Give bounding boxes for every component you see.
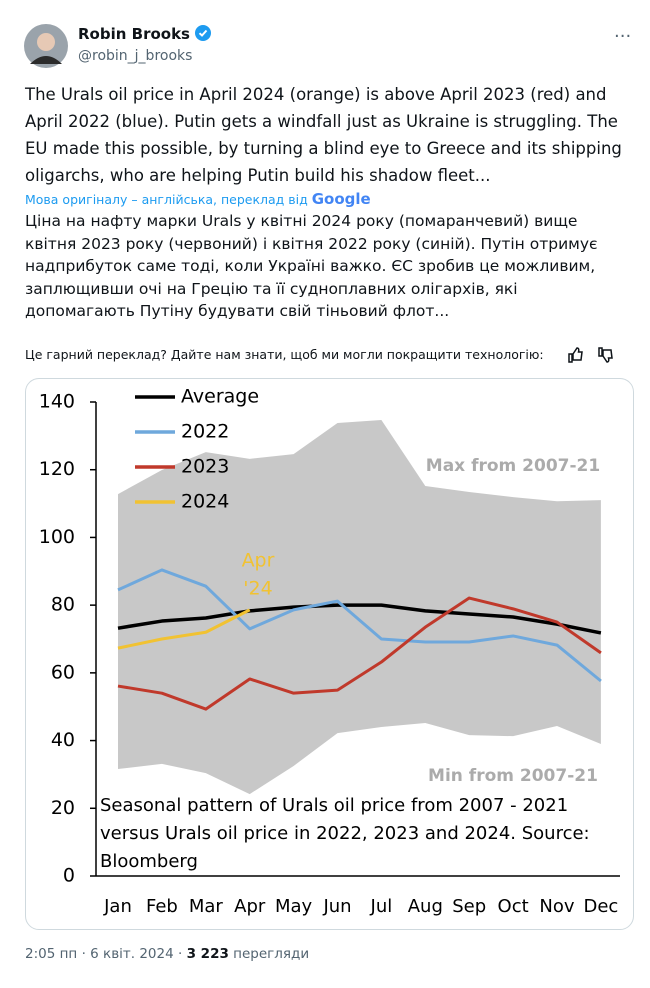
- legend-label: 2024: [181, 491, 229, 513]
- range-band: [118, 419, 601, 795]
- y-tick-label: 120: [39, 458, 75, 480]
- footer-part: 6 квіт. 2024: [90, 946, 174, 962]
- series-line: [117, 608, 251, 650]
- media-card[interactable]: [25, 378, 634, 930]
- series-line: [117, 603, 602, 635]
- x-tick-label: Sep: [452, 896, 486, 917]
- x-tick-label: Dec: [583, 896, 618, 917]
- translation-line: допомагають Путіну будувати свій тіньови…: [25, 302, 450, 320]
- y-tick-label: 140: [39, 391, 75, 413]
- x-tick-label: Mar: [189, 896, 224, 917]
- tweet-line: April 2022 (blue). Putin gets a windfall…: [25, 112, 618, 131]
- author-name-text[interactable]: Robin Brooks: [78, 25, 190, 43]
- footer-part: ·: [178, 946, 183, 962]
- x-tick-label: Jun: [322, 896, 351, 917]
- author-handle[interactable]: @robin_j_brooks: [78, 48, 193, 64]
- x-tick-label: Jul: [370, 896, 393, 917]
- footer-part: 2:05 пп: [25, 946, 78, 962]
- legend-label: Average: [181, 386, 259, 408]
- translation-line: квітня 2023 року (червоний) і квітня 202…: [25, 234, 598, 253]
- footer-part: 3 223: [186, 946, 229, 962]
- y-tick-label: 100: [39, 526, 75, 548]
- translation-line: надприбуток саме тоді, коли Україні важк…: [25, 257, 596, 275]
- translate-label[interactable]: Мова оригіналу – англійська, переклад ві…: [25, 192, 308, 207]
- y-tick-label: 60: [51, 661, 75, 683]
- feedback: Це гарний переклад? Дайте нам знати, щоб…: [25, 347, 544, 362]
- x-tick-label: Nov: [539, 896, 574, 917]
- annotation: Apr: [242, 550, 275, 572]
- footer: 2:05 пп · 6 квіт. 2024 · 3 223 перегляди: [25, 946, 309, 962]
- y-tick-label: 80: [51, 594, 75, 616]
- verified-badge: [195, 25, 212, 41]
- translation-line: Ціна на нафту марки Urals у квітні 2024 …: [25, 212, 578, 230]
- x-tick-label: Feb: [146, 896, 178, 917]
- chart-note: Seasonal pattern of Urals oil price from…: [100, 795, 568, 816]
- chart-note: versus Urals oil price in 2022, 2023 and…: [100, 823, 590, 844]
- footer-part: перегляди: [233, 946, 310, 962]
- feedback-icons[interactable]: [567, 346, 617, 364]
- x-tick-label: Jan: [103, 896, 132, 917]
- more-button[interactable]: ···: [614, 26, 632, 47]
- series-line: [117, 568, 602, 683]
- y-tick-label: 0: [63, 865, 75, 887]
- x-tick-label: Oct: [498, 896, 529, 917]
- x-tick-label: May: [275, 896, 313, 917]
- series-line: [117, 596, 602, 711]
- google-logo: Google: [311, 190, 371, 208]
- translation-line: заплющивши очі на Грецію та її судноплав…: [25, 279, 518, 298]
- band-min-label: Min from 2007-21: [428, 766, 598, 786]
- tweet-line: The Urals oil price in April 2024 (orang…: [25, 85, 607, 104]
- chart-note: Bloomberg: [100, 851, 198, 872]
- author-name[interactable]: Robin Brooks: [78, 25, 212, 43]
- legend-label: 2022: [181, 421, 229, 443]
- footer-part: ·: [81, 946, 86, 962]
- x-tick-label: Apr: [234, 896, 266, 917]
- tweet-line: oligarchs, who are helping Putin build h…: [25, 166, 491, 185]
- translate-note[interactable]: Мова оригіналу – англійська, переклад ві…: [25, 190, 371, 208]
- x-tick-label: Aug: [408, 896, 443, 917]
- band-max-label: Max from 2007-21: [426, 456, 600, 476]
- legend-label: 2023: [181, 456, 229, 478]
- annotation: '24: [243, 578, 272, 600]
- tweet-line: EU made this possible, by turning a blin…: [25, 139, 622, 158]
- avatar[interactable]: [24, 24, 68, 68]
- y-tick-label: 20: [51, 797, 75, 819]
- y-tick-label: 40: [51, 729, 75, 751]
